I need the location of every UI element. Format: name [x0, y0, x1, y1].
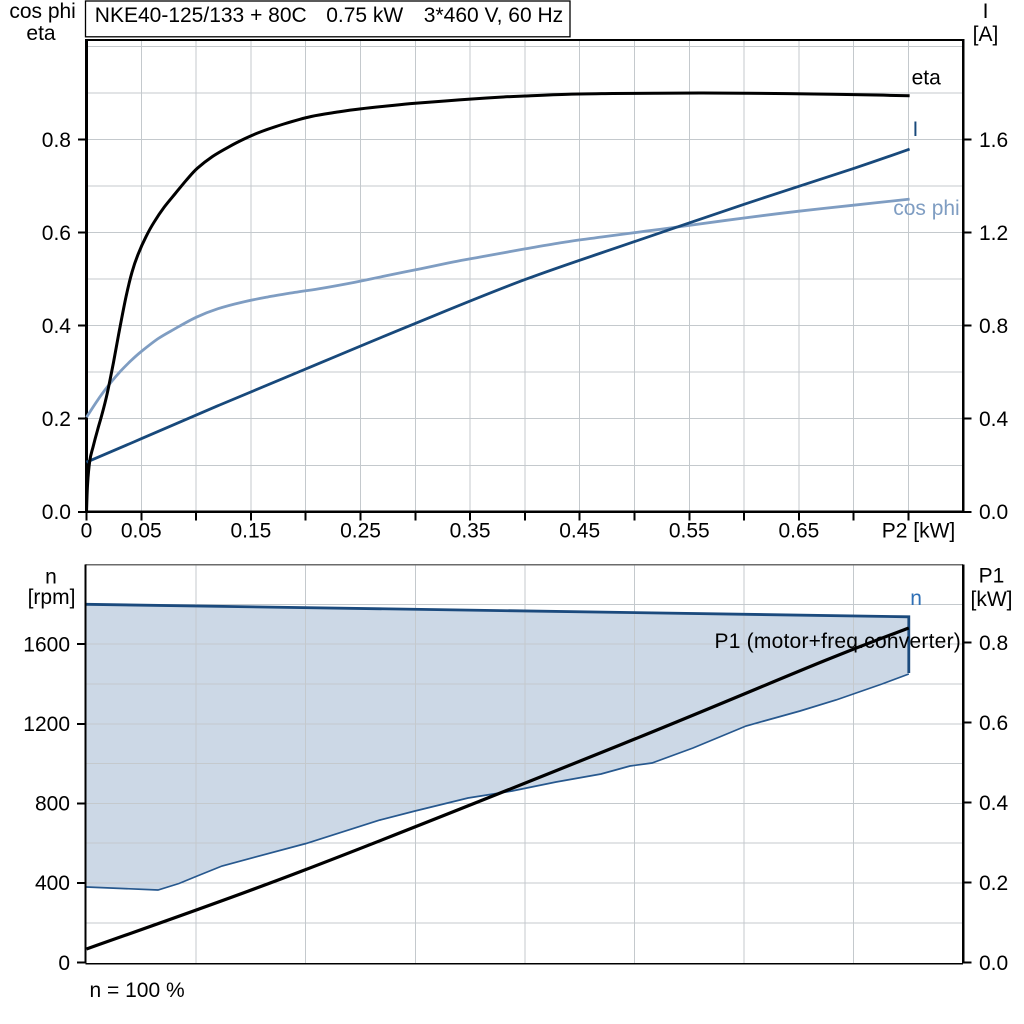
svg-text:0.2: 0.2	[979, 872, 1008, 895]
svg-text:400: 400	[35, 872, 70, 895]
svg-text:0.05: 0.05	[121, 520, 162, 543]
svg-text:0.0: 0.0	[979, 952, 1008, 975]
svg-text:0.8: 0.8	[42, 129, 71, 152]
svg-text:0.75 kW: 0.75 kW	[326, 4, 403, 27]
svg-text:[kW]: [kW]	[971, 588, 1013, 611]
svg-text:P1: P1	[979, 564, 1005, 587]
svg-text:n: n	[45, 566, 57, 589]
svg-text:n: n	[910, 587, 922, 610]
svg-text:1.2: 1.2	[979, 222, 1008, 245]
svg-text:P1 (motor+freq.converter): P1 (motor+freq.converter)	[714, 630, 961, 653]
svg-text:0.2: 0.2	[42, 408, 71, 431]
svg-text:0: 0	[81, 520, 93, 543]
svg-text:0.4: 0.4	[42, 315, 72, 338]
svg-text:0.0: 0.0	[979, 501, 1008, 524]
svg-text:0.65: 0.65	[778, 520, 819, 543]
svg-text:1600: 1600	[23, 633, 70, 656]
svg-text:0.0: 0.0	[42, 501, 71, 524]
svg-text:0.4: 0.4	[979, 792, 1009, 815]
svg-text:3*460 V, 60 Hz: 3*460 V, 60 Hz	[424, 4, 563, 27]
svg-text:0.45: 0.45	[559, 520, 600, 543]
svg-text:0.15: 0.15	[230, 520, 271, 543]
svg-text:P2 [kW]: P2 [kW]	[882, 520, 956, 543]
svg-text:0.25: 0.25	[340, 520, 381, 543]
svg-text:[A]: [A]	[973, 23, 999, 46]
svg-text:n = 100 %: n = 100 %	[90, 979, 185, 1002]
svg-text:0.8: 0.8	[979, 632, 1008, 655]
svg-text:0: 0	[58, 952, 70, 975]
svg-text:I: I	[913, 118, 919, 141]
svg-text:0.8: 0.8	[979, 315, 1008, 338]
svg-text:1200: 1200	[23, 713, 70, 736]
svg-text:[rpm]: [rpm]	[28, 586, 76, 609]
svg-text:cos phi: cos phi	[9, 0, 76, 23]
svg-text:0.35: 0.35	[450, 520, 491, 543]
svg-text:0.6: 0.6	[979, 712, 1008, 735]
svg-text:eta: eta	[26, 22, 56, 45]
svg-text:cos phi: cos phi	[893, 197, 960, 220]
svg-text:I: I	[983, 0, 989, 23]
svg-text:800: 800	[35, 793, 70, 816]
svg-text:eta: eta	[912, 67, 942, 90]
svg-text:0.4: 0.4	[979, 408, 1009, 431]
svg-text:1.6: 1.6	[979, 129, 1008, 152]
svg-text:NKE40-125/133 + 80C: NKE40-125/133 + 80C	[95, 4, 307, 27]
svg-text:0.6: 0.6	[42, 222, 71, 245]
svg-text:0.55: 0.55	[669, 520, 710, 543]
